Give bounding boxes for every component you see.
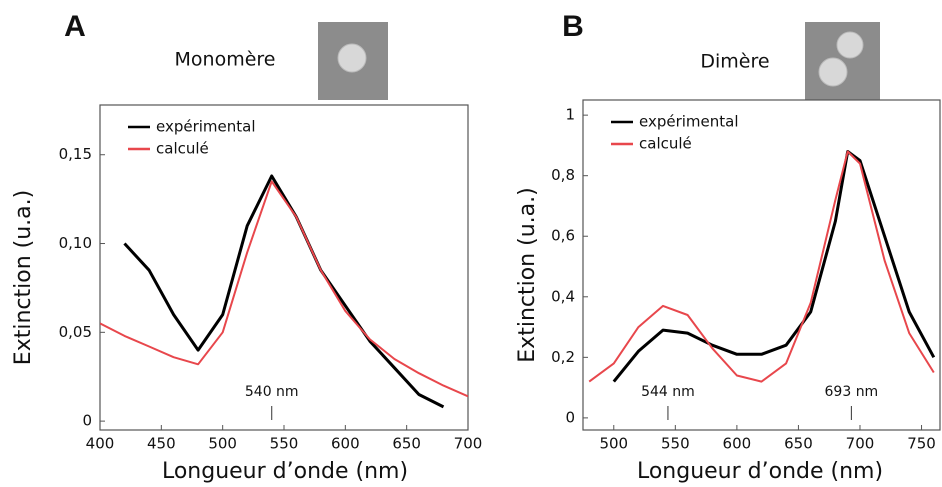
- y-axis-title: Extinction (u.a.): [515, 187, 540, 362]
- plot-frame: [582, 99, 941, 431]
- legend-label: expérimental: [639, 113, 739, 131]
- y-tick-label: 0,2: [551, 348, 575, 366]
- y-tick-label: 0: [82, 412, 92, 430]
- y-tick-label: 1: [565, 106, 575, 124]
- x-tick-label: 500: [599, 435, 628, 453]
- annotation-label: 544 nm: [641, 384, 695, 400]
- panel-title: Monomère: [175, 49, 276, 71]
- particle: [818, 57, 848, 87]
- panel-title: Dimère: [700, 51, 769, 73]
- y-tick-label: 0,05: [59, 323, 92, 341]
- x-tick-label: 650: [784, 435, 813, 453]
- series-line: [588, 150, 935, 383]
- series-line: [100, 180, 468, 398]
- x-tick-label: 700: [846, 435, 875, 453]
- y-tick-label: 0,10: [59, 234, 92, 252]
- sample-image: [805, 22, 880, 100]
- x-tick-label: 400: [86, 435, 115, 453]
- panel-label: B: [562, 10, 584, 43]
- panel-label: A: [64, 10, 86, 43]
- x-axis-title: Longueur d’onde (nm): [637, 459, 883, 484]
- x-tick-label: 550: [661, 435, 690, 453]
- series-line: [123, 174, 445, 409]
- particle: [836, 31, 864, 59]
- x-tick-label: 750: [907, 435, 936, 453]
- x-tick-label: 500: [208, 435, 237, 453]
- legend-label: calculé: [156, 140, 209, 158]
- y-tick-label: 0,8: [551, 166, 575, 184]
- y-tick-label: 0,6: [551, 227, 575, 245]
- legend-label: calculé: [639, 135, 692, 153]
- particle: [337, 43, 367, 73]
- x-tick-label: 600: [723, 435, 752, 453]
- x-tick-label: 550: [270, 435, 299, 453]
- y-tick-label: 0,15: [59, 145, 92, 163]
- y-tick-label: 0: [565, 408, 575, 426]
- annotation-label: 693 nm: [825, 384, 879, 400]
- x-tick-label: 650: [392, 435, 421, 453]
- y-tick-label: 0,4: [551, 287, 575, 305]
- legend-label: expérimental: [156, 118, 256, 136]
- x-tick-label: 600: [331, 435, 360, 453]
- x-axis-title: Longueur d’onde (nm): [162, 459, 408, 484]
- series-line: [612, 150, 936, 383]
- x-tick-label: 450: [147, 435, 176, 453]
- y-axis-title: Extinction (u.a.): [11, 190, 36, 365]
- x-tick-label: 700: [454, 435, 483, 453]
- annotation-label: 540 nm: [245, 384, 299, 400]
